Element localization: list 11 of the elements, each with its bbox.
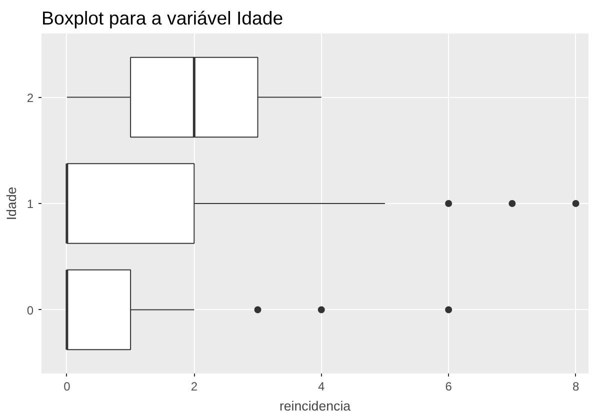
y-tick-label: 2 [26, 90, 34, 105]
x-tick-label: 8 [572, 380, 580, 394]
x-tick-label: 2 [190, 380, 198, 394]
y-tick-label: 0 [26, 303, 34, 318]
x-axis-title: reincidencia [279, 398, 352, 414]
y-tick-label: 1 [26, 197, 34, 211]
y-axis-title: Idade [4, 186, 19, 220]
x-tick-label: 4 [318, 380, 326, 394]
x-tick-label: 6 [445, 380, 452, 394]
chart-title: Boxplot para a variável Idade [42, 8, 284, 28]
x-tick-label: 0 [64, 380, 71, 394]
